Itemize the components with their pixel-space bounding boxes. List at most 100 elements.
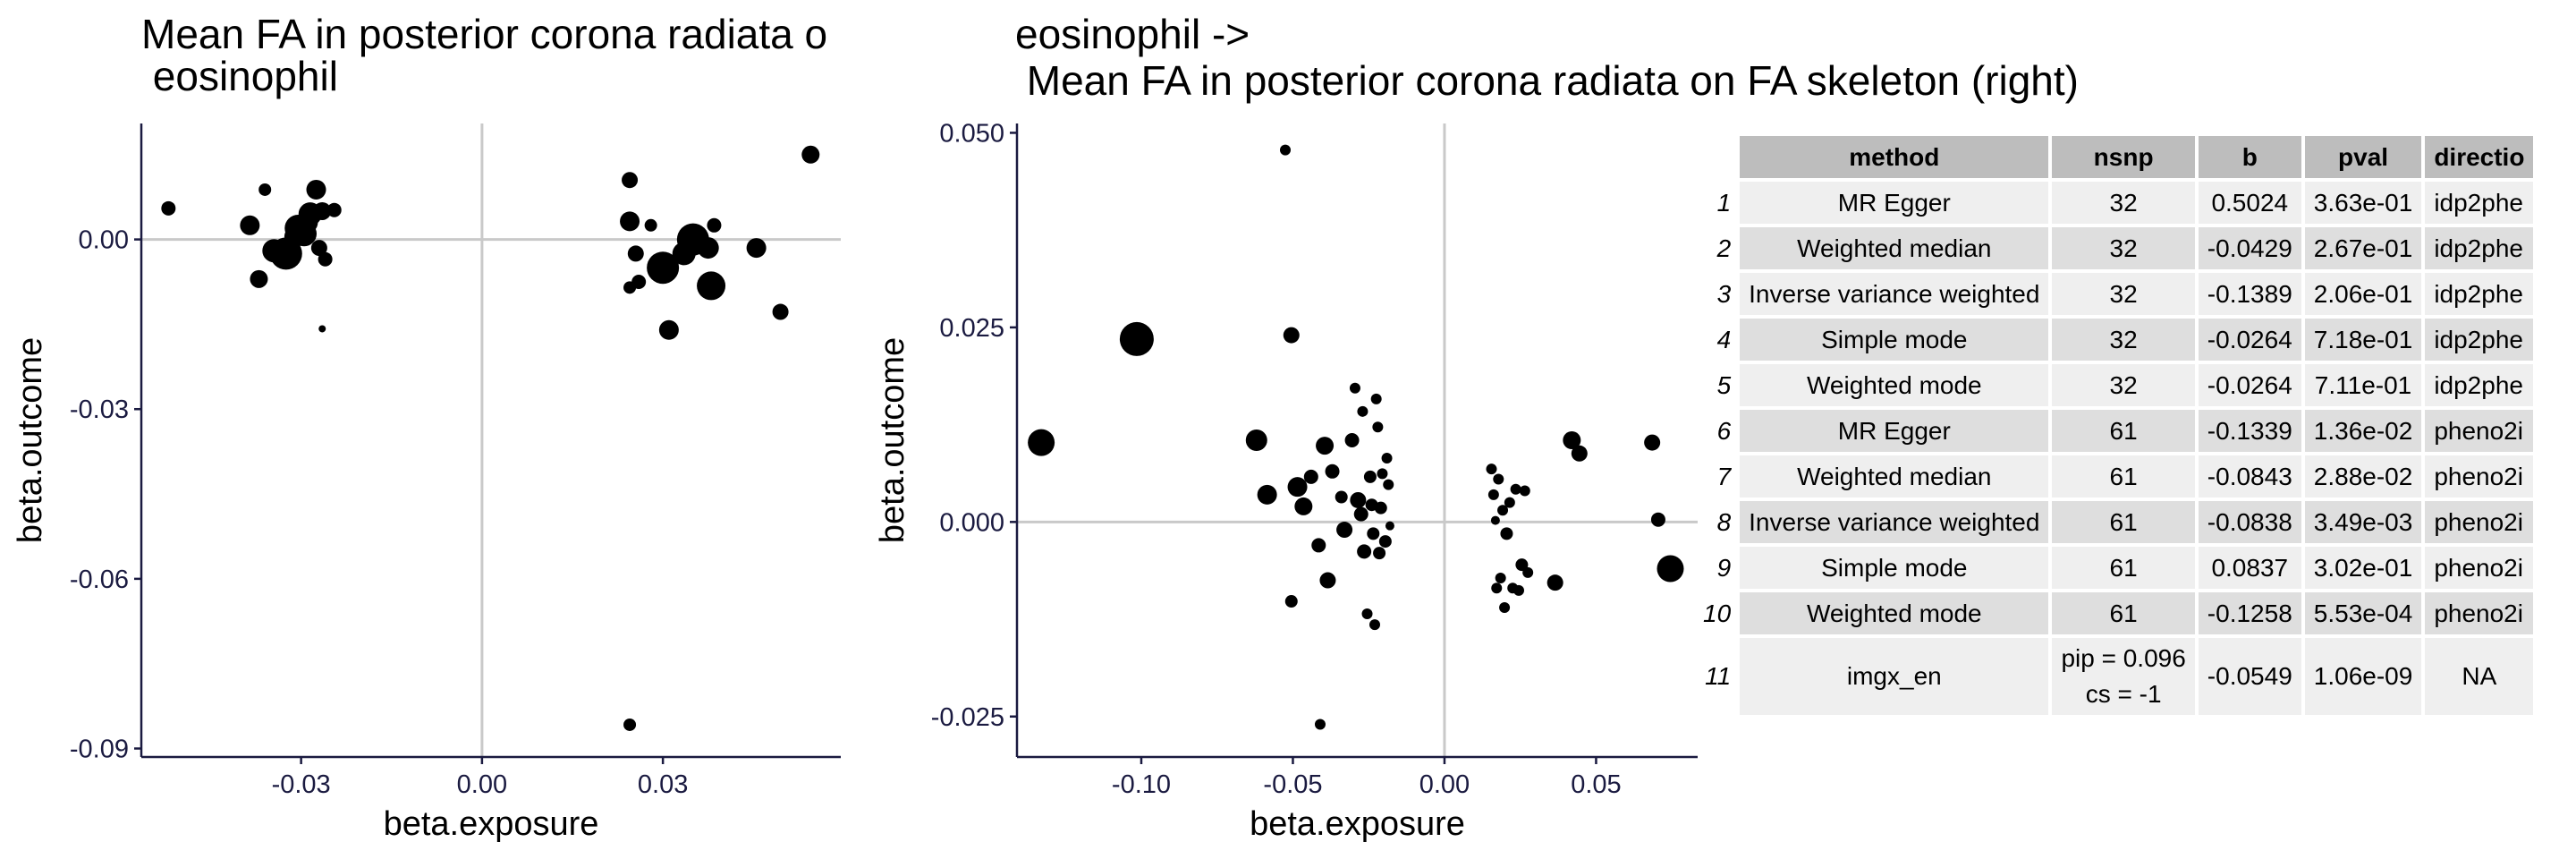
scatter-point	[1650, 512, 1665, 527]
scatter-point	[306, 179, 326, 200]
scatter-point	[318, 251, 333, 267]
cell-direction: idp2phe	[2425, 227, 2534, 269]
scatter-point	[1368, 619, 1380, 631]
scatter-point	[1377, 468, 1388, 480]
scatter-point	[697, 237, 719, 259]
scatter-point	[1383, 479, 1394, 490]
scatter-point	[1283, 327, 1300, 344]
scatter-point	[326, 202, 342, 217]
scatter-point	[1245, 430, 1267, 451]
x-tick-label: 0.00	[457, 770, 507, 799]
y-tick-label: -0.06	[70, 566, 129, 594]
scatter-plot-right: eosinophil -> Mean FA in posterior coron…	[874, 11, 2079, 843]
cell-nsnp: 61	[2052, 455, 2195, 498]
scatter-point	[1385, 521, 1394, 531]
cell-method: imgx_en	[1740, 638, 2049, 715]
table-row: 7 Weighted median 61 -0.0843 2.88e-02 pheno2i	[1703, 455, 2534, 498]
y-tick-label: -0.03	[70, 395, 129, 424]
scatter-point	[1493, 473, 1504, 485]
y-axis-label: beta.outcome	[874, 337, 911, 543]
scatter-point	[620, 211, 640, 232]
mr-results-table: method nsnp b pval directio 1 MR Egger 32 0…	[1699, 132, 2537, 719]
scatter-point	[1353, 506, 1368, 522]
scatter-point	[647, 251, 680, 285]
cell-method: Inverse variance weighted	[1740, 273, 2049, 315]
scatter-point	[1522, 566, 1534, 578]
scatter-point	[1504, 497, 1515, 508]
scatter-point	[1497, 505, 1509, 516]
scatter-point	[1372, 421, 1384, 433]
cell-b: -0.0838	[2198, 501, 2301, 543]
cell-nsnp: 32	[2052, 273, 2195, 315]
scatter-point	[1381, 453, 1393, 464]
scatter-point	[1486, 464, 1497, 475]
scatter-point	[250, 269, 268, 288]
scatter-point	[658, 319, 679, 340]
cell-direction: pheno2i	[2425, 547, 2534, 589]
scatter-point	[1499, 602, 1511, 614]
cell-pval: 7.18e-01	[2304, 319, 2422, 361]
chart-title-line-2: Mean FA in posterior corona radiata on F…	[1015, 57, 2079, 104]
scatter-point	[1319, 572, 1336, 589]
cell-pval: 3.49e-03	[2304, 501, 2422, 543]
cell-b: 0.5024	[2198, 182, 2301, 224]
row-number: 10	[1703, 599, 1732, 627]
y-tick-label: 0.000	[939, 508, 1004, 537]
scatter-point	[1378, 535, 1392, 549]
x-tick-label: -0.03	[272, 770, 331, 799]
scatter-point	[258, 183, 272, 196]
cell-b: -0.0549	[2198, 638, 2301, 715]
cell-method: Simple mode	[1740, 547, 2049, 589]
cell-pval: 1.06e-09	[2304, 638, 2422, 715]
table-row: 8 Inverse variance weighted 61 -0.0838 3.49e…	[1703, 501, 2534, 543]
scatter-point	[1314, 719, 1326, 730]
col-header-b: b	[2198, 136, 2301, 178]
cell-nsnp: 61	[2052, 547, 2195, 589]
cell-method: Inverse variance weighted	[1740, 501, 2049, 543]
scatter-point	[1370, 393, 1382, 404]
cell-method: Weighted mode	[1740, 364, 2049, 406]
col-header-nsnp: nsnp	[2052, 136, 2195, 178]
x-axis-label: beta.exposure	[1250, 805, 1465, 843]
scatter-point	[1644, 434, 1661, 451]
row-number: 5	[1716, 370, 1732, 399]
cell-b: -0.1339	[2198, 410, 2301, 452]
chart-title-line-1: Mean FA in posterior corona radiata o	[141, 11, 827, 57]
scatter-point	[1510, 483, 1521, 495]
table-row: 10 Weighted mode 61 -0.1258 5.53e-04 pheno2i	[1703, 592, 2534, 634]
cell-nsnp: pip = 0.096 cs = -1	[2052, 638, 2195, 715]
scatter-plot-left: Mean FA in posterior corona radiata o eo…	[12, 11, 841, 843]
cell-method: MR Egger	[1740, 410, 2049, 452]
cell-pval: 2.67e-01	[2304, 227, 2422, 269]
cell-pval: 1.36e-02	[2304, 410, 2422, 452]
row-number: 4	[1716, 325, 1732, 353]
scatter-point	[240, 215, 260, 235]
scatter-point	[622, 172, 639, 189]
cell-pval: 5.53e-04	[2304, 592, 2422, 634]
y-tick-label: -0.09	[70, 736, 129, 764]
table-row: 3 Inverse variance weighted 32 -0.1389 2.06e…	[1703, 273, 2534, 315]
scatter-point	[801, 145, 820, 164]
row-number: 2	[1716, 234, 1732, 262]
cell-nsnp: 32	[2052, 319, 2195, 361]
cell-b: -0.0429	[2198, 227, 2301, 269]
cell-method: Simple mode	[1740, 319, 2049, 361]
cell-direction: NA	[2425, 638, 2534, 715]
cell-direction: idp2phe	[2425, 182, 2534, 224]
cell-nsnp: 32	[2052, 182, 2195, 224]
cell-nsnp: 32	[2052, 227, 2195, 269]
scatter-point	[1350, 491, 1367, 508]
cell-direction: pheno2i	[2425, 455, 2534, 498]
scatter-point	[318, 325, 326, 333]
scatter-point	[1294, 497, 1313, 515]
table-row: 5 Weighted mode 32 -0.0264 7.11e-01 idp2phe	[1703, 364, 2534, 406]
y-axis-label: beta.outcome	[12, 337, 49, 543]
cell-b: -0.1389	[2198, 273, 2301, 315]
scatter-point	[1363, 470, 1377, 483]
cell-direction: idp2phe	[2425, 273, 2534, 315]
cell-pval: 3.02e-01	[2304, 547, 2422, 589]
scatter-point	[1028, 429, 1055, 456]
cell-nsnp-cs: cs = -1	[2085, 680, 2162, 708]
x-axis-label: beta.exposure	[384, 805, 599, 843]
